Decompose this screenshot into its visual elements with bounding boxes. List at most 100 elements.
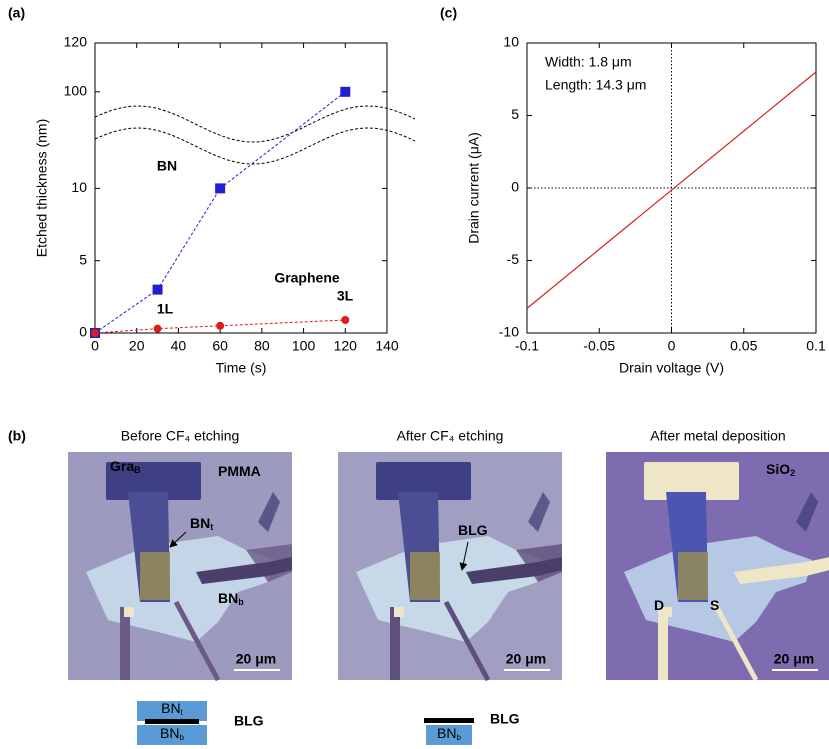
series-line xyxy=(94,319,346,334)
y-axis-label: Drain current (μA) xyxy=(466,132,482,244)
overlap xyxy=(140,552,170,600)
electrode xyxy=(106,462,201,500)
panel-label: (b) xyxy=(8,428,26,444)
image-label-sub: t xyxy=(210,522,213,532)
y-axis-label: Etched thickness (nm) xyxy=(34,119,50,258)
axis-break xyxy=(94,105,416,143)
x-tick-label: 140 xyxy=(375,338,399,354)
x-tick-label: 60 xyxy=(212,338,228,354)
lead xyxy=(196,557,292,584)
layer-label-sub: t xyxy=(181,708,184,717)
image-label-main: BN xyxy=(190,515,210,531)
marker xyxy=(340,86,351,97)
x-tick-label: 100 xyxy=(292,338,316,354)
image-label: BLG xyxy=(458,522,488,538)
y-tick-label: -10 xyxy=(499,324,519,340)
y-tick-label: 0 xyxy=(79,324,87,340)
series-label: BN xyxy=(157,158,177,174)
image-label-main: Gra xyxy=(110,458,134,474)
electrode xyxy=(644,462,739,500)
bn-layer xyxy=(137,725,207,745)
marker xyxy=(341,315,350,324)
y-tick-label: 10 xyxy=(503,34,519,50)
series-line xyxy=(526,71,817,309)
lead xyxy=(443,600,491,682)
image-label-sub: b xyxy=(238,597,244,607)
image-label-sub: B xyxy=(134,465,141,475)
pad xyxy=(124,607,134,617)
blg-layer xyxy=(145,719,199,724)
lead xyxy=(466,557,562,584)
y-tick-label: 5 xyxy=(511,106,519,122)
image-title: After CF₄ etching xyxy=(397,428,504,444)
pad xyxy=(662,607,672,617)
blg-layer xyxy=(424,718,474,723)
image-label: BNb xyxy=(218,590,244,608)
y-tick-label: 120 xyxy=(64,34,88,50)
annotation: Length: 14.3 μm xyxy=(545,77,646,93)
layer-label: BNb xyxy=(160,725,184,742)
debris xyxy=(258,492,280,532)
x-axis-label: Drain voltage (V) xyxy=(619,360,724,376)
layer-label-main: BN xyxy=(161,700,180,716)
marker xyxy=(216,321,225,330)
image-title: Before CF₄ etching xyxy=(121,428,240,444)
electrode xyxy=(376,462,471,500)
layer-label: BNt xyxy=(161,700,183,717)
panel-label: (a) xyxy=(8,5,25,21)
image-label: D xyxy=(654,597,664,613)
image-label: PMMA xyxy=(218,463,261,479)
layer-label-sub: b xyxy=(457,733,462,742)
annotation: Width: 1.8 μm xyxy=(545,54,632,70)
image-label-main: SiO xyxy=(766,461,790,477)
y-tick-label: 5 xyxy=(79,251,87,267)
x-tick-label: 40 xyxy=(171,338,187,354)
micrograph: BLG 20 μm xyxy=(338,452,562,682)
lead xyxy=(120,607,130,680)
overlap xyxy=(678,552,708,600)
scale-bar-label: 20 μm xyxy=(774,651,814,667)
image-label-sub: 2 xyxy=(790,468,795,478)
debris xyxy=(796,492,818,532)
pointer xyxy=(169,531,187,548)
y-tick-label: 10 xyxy=(71,179,87,195)
pad xyxy=(394,607,404,617)
layer-label-main: BN xyxy=(437,725,456,741)
image-label: BNt xyxy=(190,515,213,533)
x-tick-label: -0.1 xyxy=(515,338,539,354)
y-tick-label: 0 xyxy=(511,179,519,195)
image-label-main: BLG xyxy=(458,522,488,538)
lead xyxy=(390,607,400,680)
axis-break xyxy=(94,127,416,165)
layer-name: BLG xyxy=(234,713,264,729)
annotation: 1L xyxy=(157,301,174,317)
debris xyxy=(528,492,550,532)
overlap xyxy=(410,552,440,600)
image-label: S xyxy=(710,597,719,613)
x-tick-label: 120 xyxy=(334,338,358,354)
x-tick-label: 0.1 xyxy=(806,338,826,354)
x-axis-label: Time (s) xyxy=(216,360,267,376)
y-tick-label: -5 xyxy=(507,251,520,267)
scale-bar-label: 20 μm xyxy=(506,651,546,667)
image-label-main: PMMA xyxy=(218,463,261,479)
series-label: Graphene xyxy=(274,270,340,286)
layer-name: BLG xyxy=(490,711,520,727)
image-label-main: S xyxy=(710,597,719,613)
image-label: GraB xyxy=(110,458,141,476)
marker xyxy=(91,329,99,337)
marker xyxy=(153,324,162,333)
annotation: 3L xyxy=(337,288,354,304)
image-label: SiO2 xyxy=(766,461,795,479)
x-tick-label: 0 xyxy=(668,338,676,354)
layer-label-main: BN xyxy=(160,725,179,741)
x-tick-label: -0.05 xyxy=(583,338,615,354)
lead xyxy=(711,600,759,682)
bn-layer xyxy=(137,701,207,721)
micrograph: SiO2 D S 20 μm xyxy=(606,452,829,682)
scale-bar-label: 20 μm xyxy=(236,651,276,667)
lead xyxy=(173,600,221,682)
x-tick-label: 20 xyxy=(129,338,145,354)
